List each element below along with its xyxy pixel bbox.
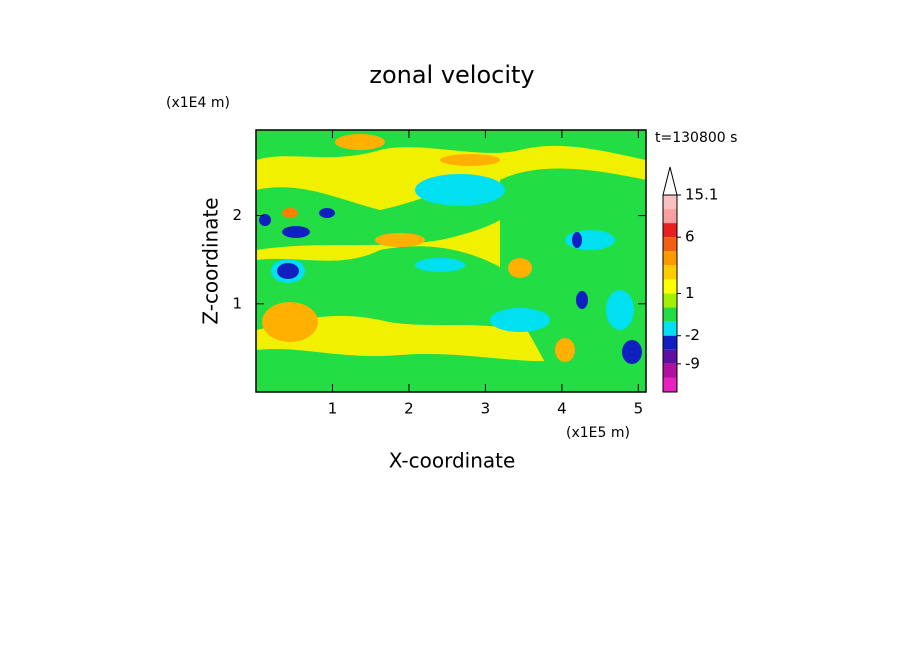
chart-title: zonal velocity (369, 61, 534, 89)
x-tick-label: 3 (481, 400, 491, 418)
colorbar-segment (663, 265, 677, 280)
colorbar-segment (663, 363, 677, 378)
y-axis-label: Z-coordinate (199, 197, 223, 324)
colorbar-segment (663, 377, 677, 392)
colorbar-tick-label: -2 (685, 326, 700, 344)
colorbar-segment (663, 279, 677, 294)
colorbar-segment (663, 335, 677, 350)
y-tick-label: 1 (232, 294, 242, 312)
colorbar-tick-label: 6 (685, 228, 695, 246)
colorbar-segment (663, 251, 677, 266)
contour-field (256, 130, 646, 392)
colorbar-tick-label: -9 (685, 354, 700, 372)
colorbar-segment (663, 307, 677, 322)
y-tick-label: 2 (232, 206, 242, 224)
colorbar-segment (663, 223, 677, 238)
x-tick-label: 1 (328, 400, 338, 418)
time-label: t=130800 s (655, 130, 737, 146)
colorbar-arrow (662, 166, 678, 196)
colorbar-tick-label: 15.1 (685, 186, 718, 204)
x-tick-label: 5 (634, 400, 644, 418)
x-tick-label: 2 (404, 400, 414, 418)
x-unit: (x1E5 m) (566, 425, 630, 441)
x-tick-label: 4 (557, 400, 567, 418)
colorbar-tick-label: 1 (685, 284, 695, 302)
y-unit: (x1E4 m) (166, 95, 230, 111)
colorbar-segment (663, 209, 677, 224)
plot-frame (255, 129, 647, 393)
colorbar-segment (663, 293, 677, 308)
x-axis-label: X-coordinate (389, 449, 516, 473)
colorbar-segment (663, 237, 677, 252)
colorbar-segment (663, 195, 677, 210)
colorbar-segment (663, 349, 677, 364)
colorbar-segment (663, 321, 677, 336)
